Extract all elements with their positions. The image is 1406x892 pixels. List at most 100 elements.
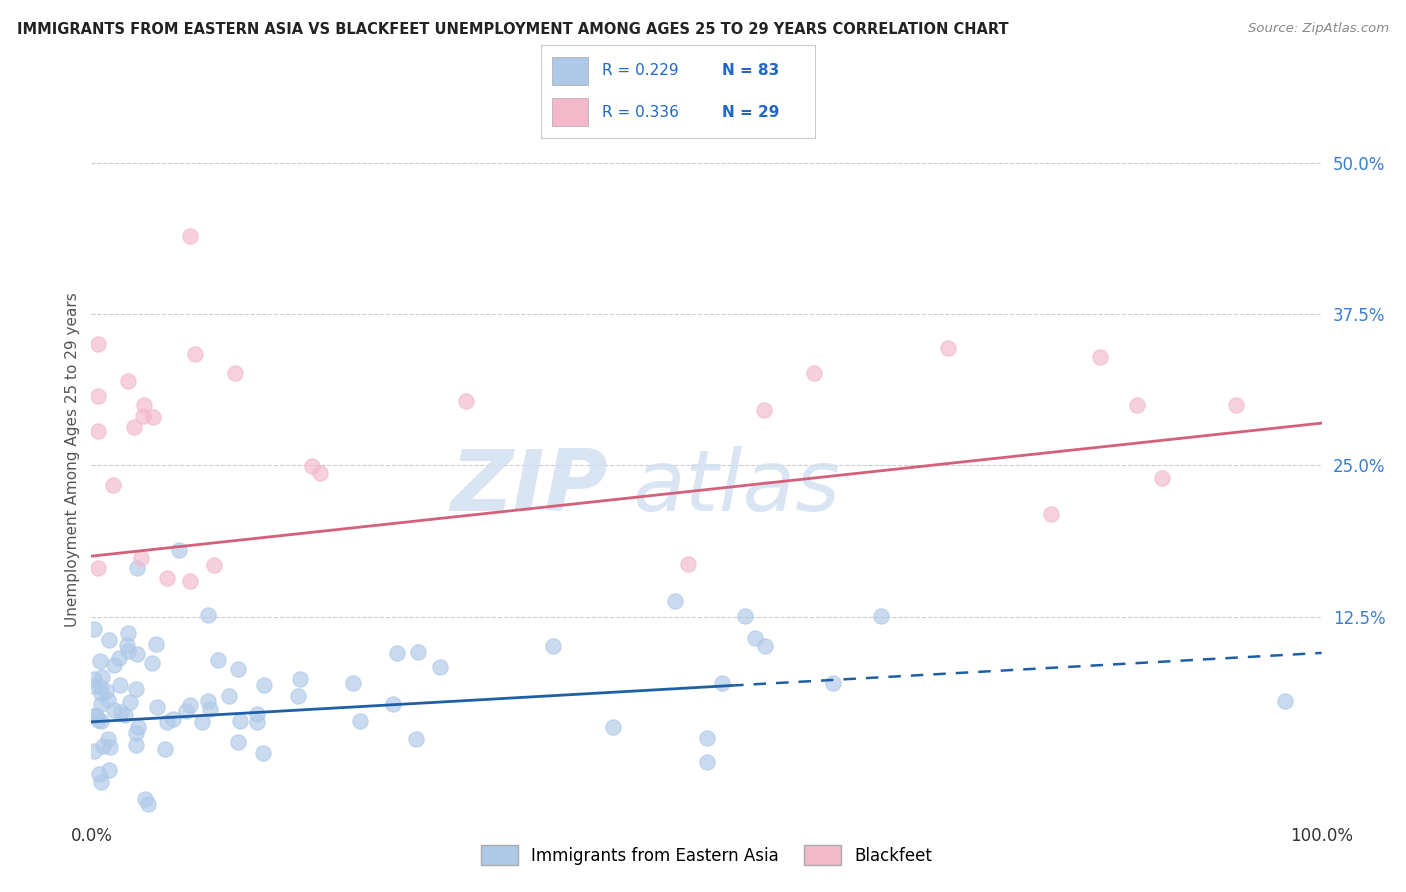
Point bbox=[90, 775, 112, 789]
Y-axis label: Unemployment Among Ages 25 to 29 years: Unemployment Among Ages 25 to 29 years bbox=[65, 292, 80, 627]
Point bbox=[134, 792, 156, 806]
Text: N = 83: N = 83 bbox=[723, 63, 779, 78]
Point bbox=[456, 394, 478, 409]
Point bbox=[86, 389, 108, 403]
Point bbox=[349, 714, 371, 728]
Point bbox=[103, 478, 125, 492]
Point bbox=[83, 622, 105, 636]
Point bbox=[87, 714, 110, 728]
Point bbox=[83, 744, 105, 758]
Point bbox=[936, 342, 959, 356]
Point bbox=[246, 706, 269, 721]
Point bbox=[543, 639, 565, 653]
Point bbox=[1150, 470, 1173, 484]
Point bbox=[125, 738, 148, 752]
Point bbox=[120, 695, 142, 709]
Point bbox=[174, 704, 197, 718]
Point bbox=[108, 677, 131, 691]
Point bbox=[115, 638, 138, 652]
Point bbox=[162, 712, 184, 726]
Point bbox=[385, 646, 408, 660]
Text: atlas: atlas bbox=[633, 446, 841, 530]
Point bbox=[83, 709, 105, 723]
Point bbox=[198, 702, 221, 716]
Point bbox=[86, 337, 108, 351]
Point bbox=[103, 703, 125, 717]
Point bbox=[253, 678, 276, 692]
Point bbox=[246, 714, 269, 729]
Point bbox=[98, 739, 121, 754]
Point bbox=[145, 637, 167, 651]
Point bbox=[91, 670, 114, 684]
Point bbox=[108, 650, 131, 665]
Point bbox=[156, 570, 179, 584]
Point bbox=[110, 705, 132, 719]
Point bbox=[125, 647, 148, 661]
Point bbox=[711, 675, 734, 690]
Point bbox=[122, 419, 145, 434]
Point bbox=[1126, 398, 1149, 412]
Bar bbox=[553, 57, 588, 85]
Point bbox=[602, 720, 624, 734]
Point bbox=[803, 366, 825, 380]
Point bbox=[224, 366, 246, 380]
Point bbox=[87, 766, 110, 780]
Point bbox=[228, 714, 250, 728]
Point bbox=[287, 689, 309, 703]
Point bbox=[83, 679, 105, 693]
Point bbox=[406, 645, 429, 659]
Point bbox=[98, 632, 121, 647]
Point bbox=[1274, 694, 1296, 708]
Point bbox=[429, 659, 451, 673]
Point bbox=[83, 673, 105, 687]
Point bbox=[252, 746, 274, 760]
Point bbox=[127, 720, 149, 734]
Point bbox=[91, 739, 114, 753]
Point bbox=[90, 686, 112, 700]
Point bbox=[146, 700, 169, 714]
Point bbox=[94, 684, 117, 698]
Text: N = 29: N = 29 bbox=[723, 104, 780, 120]
Point bbox=[823, 676, 845, 690]
Point bbox=[288, 673, 311, 687]
Point bbox=[89, 680, 111, 694]
Point bbox=[179, 228, 201, 243]
Point bbox=[695, 755, 717, 769]
Point bbox=[97, 693, 120, 707]
Point bbox=[153, 742, 176, 756]
Point bbox=[98, 763, 121, 777]
Point bbox=[132, 398, 155, 412]
Point bbox=[734, 609, 756, 624]
Point bbox=[664, 593, 686, 607]
Point bbox=[1225, 398, 1247, 412]
Point bbox=[117, 626, 139, 640]
Point bbox=[342, 676, 364, 690]
Point bbox=[179, 698, 201, 712]
Point bbox=[197, 694, 219, 708]
Point bbox=[382, 697, 405, 711]
Point bbox=[127, 561, 149, 575]
Point bbox=[752, 402, 775, 417]
Point bbox=[207, 653, 229, 667]
Point bbox=[89, 654, 111, 668]
Point bbox=[309, 467, 332, 481]
Point bbox=[179, 574, 201, 589]
Point bbox=[754, 639, 776, 653]
Point bbox=[86, 561, 108, 575]
Point bbox=[228, 735, 250, 749]
Point bbox=[1039, 507, 1063, 521]
Point bbox=[86, 708, 108, 723]
Point bbox=[202, 558, 225, 573]
Point bbox=[97, 732, 120, 747]
Point bbox=[117, 644, 139, 658]
Point bbox=[191, 715, 214, 730]
Text: Source: ZipAtlas.com: Source: ZipAtlas.com bbox=[1249, 22, 1389, 36]
Point bbox=[141, 656, 163, 670]
Point bbox=[870, 608, 893, 623]
Point bbox=[125, 726, 148, 740]
Point bbox=[695, 731, 717, 745]
Point bbox=[132, 409, 155, 423]
Point bbox=[678, 558, 700, 572]
Point bbox=[1088, 350, 1111, 364]
Text: R = 0.336: R = 0.336 bbox=[602, 104, 679, 120]
